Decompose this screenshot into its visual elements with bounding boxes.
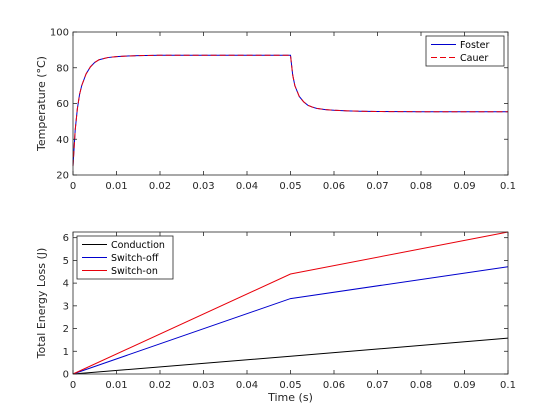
x-tick-label: 0: [70, 181, 76, 192]
y-tick-label: 60: [56, 99, 69, 110]
legend-box: [425, 35, 505, 67]
x-tick-label: 0.06: [323, 380, 345, 391]
y-tick-label: 100: [50, 28, 69, 39]
x-tick-label: 0.09: [453, 181, 475, 192]
series-line-foster: [72, 54, 508, 167]
x-tick-label: 0.02: [149, 380, 171, 391]
x-tick-label: 0.05: [279, 380, 301, 391]
temperature-legend: Foster Cauer: [425, 35, 505, 67]
y-tick-label: 40: [56, 135, 69, 146]
y-tick-label: 80: [56, 63, 69, 74]
x-tick-label: 0.01: [105, 181, 127, 192]
temperature-series-group: [72, 54, 508, 167]
x-tick-label: 0: [70, 380, 76, 391]
x-tick-label: 0.04: [236, 181, 258, 192]
series-line-switch-off: [72, 266, 509, 375]
legend-label: Foster: [460, 40, 489, 51]
x-tick-label: 0.06: [323, 181, 345, 192]
energy-legend: Conduction Switch-off Switch-on: [76, 235, 174, 280]
energy-ticks: 0 0.01 0.02 0.03 0.04 0.05 0.06 0.07 0.08 0.09 0.1…: [63, 232, 516, 391]
series-line-conduction: [72, 337, 509, 375]
x-tick-label: 0.02: [149, 181, 171, 192]
x-tick-label: 0.08: [410, 380, 432, 391]
y-tick-label: 2: [63, 324, 69, 335]
x-tick-label: 0.05: [279, 181, 301, 192]
legend-label: Switch-off: [111, 253, 159, 264]
time-x-axis-label: Time (s): [267, 391, 313, 404]
x-tick-label: 0.03: [192, 380, 214, 391]
legend-label: Switch-on: [111, 266, 158, 277]
y-tick-label: 4: [63, 279, 69, 290]
x-tick-label: 0.04: [236, 380, 258, 391]
x-tick-label: 0.07: [366, 181, 388, 192]
x-tick-label: 0.01: [105, 380, 127, 391]
y-tick-label: 3: [63, 301, 69, 312]
y-tick-label: 6: [63, 233, 69, 244]
series-line-switch-on: [72, 231, 509, 375]
y-tick-label: 1: [63, 347, 69, 358]
x-tick-label: 0.08: [410, 181, 432, 192]
series-line-cauer: [72, 54, 508, 167]
energy-y-axis-label: Total Energy Loss (J): [35, 248, 48, 360]
energy-series-group: [72, 231, 509, 375]
x-tick-label: 0.07: [366, 380, 388, 391]
x-tick-label: 0.1: [500, 181, 516, 192]
y-tick-label: 20: [56, 171, 69, 182]
y-tick-label: 0: [63, 370, 69, 381]
x-tick-label: 0.03: [192, 181, 214, 192]
legend-label: Conduction: [111, 240, 165, 251]
energy-loss-chart: 0 0.01 0.02 0.03 0.04 0.05 0.06 0.07 0.08 0.09 0.1…: [35, 231, 516, 404]
x-tick-label: 0.09: [453, 380, 475, 391]
y-tick-label: 5: [63, 256, 69, 267]
x-tick-label: 0.1: [500, 380, 516, 391]
temperature-ticks: 0 0.01 0.02 0.03 0.04 0.05 0.06 0.07 0.08 0.09 0.1…: [50, 28, 516, 193]
legend-label: Cauer: [460, 53, 488, 64]
temperature-y-axis-label: Temperature (°C): [35, 56, 48, 152]
temperature-chart: 0 0.01 0.02 0.03 0.04 0.05 0.06 0.07 0.08 0.09 0.1…: [35, 28, 516, 193]
